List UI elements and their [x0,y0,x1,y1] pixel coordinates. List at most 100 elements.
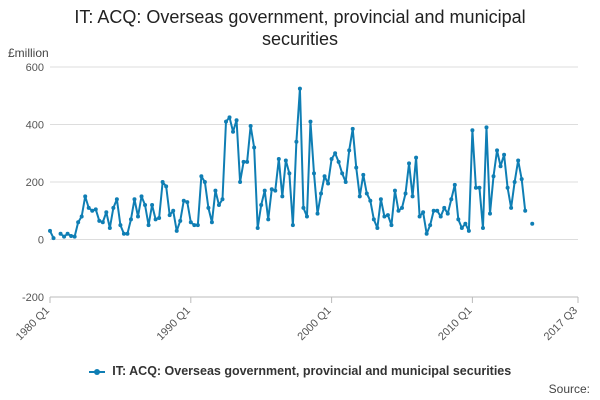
data-point [118,223,123,228]
data-point [90,208,95,213]
data-point [319,191,324,196]
y-tick-label: -200 [22,292,44,304]
data-point [111,205,116,210]
data-point [290,223,295,228]
data-point [378,197,383,202]
data-point [301,205,306,210]
data-point [216,203,221,207]
data-point [185,200,190,205]
data-point [403,191,408,196]
data-point [252,145,257,150]
data-point [512,180,517,184]
data-point [466,228,471,233]
data-point [449,197,454,202]
y-tick-label: 600 [26,62,44,74]
data-point [195,223,200,228]
y-axis-label: £million [8,46,49,60]
data-point [83,194,88,199]
data-point [213,188,218,193]
data-point [495,148,500,153]
data-point [276,157,281,161]
data-point [410,194,415,199]
data-point [48,228,52,233]
data-point [516,158,521,163]
data-point [407,161,412,166]
data-point [322,174,327,179]
data-point [227,115,232,120]
data-point [333,151,338,156]
data-point [421,210,426,215]
data-point [234,118,239,123]
data-point [336,159,341,164]
data-point [188,220,193,225]
data-point [128,217,133,222]
data-point [273,188,278,193]
data-point [202,180,207,184]
y-axis-ticks: -200 0 200 400 600 [22,62,44,304]
data-point [125,231,130,236]
data-point [364,191,369,196]
data-point [114,197,119,202]
data-point [456,217,461,222]
data-point [139,194,144,199]
data-point [58,231,63,236]
data-point [157,215,162,220]
data-point [51,236,56,241]
data-point [343,180,348,184]
data-point [315,211,320,216]
series-group [48,86,535,241]
data-point [136,214,140,219]
data-point [340,171,345,176]
x-axis: 1980 Q1 1990 Q1 2000 Q1 2010 Q1 2017 Q3 [14,296,580,343]
data-point [326,181,331,186]
data-point [241,159,246,164]
data-point [171,208,176,213]
data-point [400,205,404,210]
x-tick-label: 1980 Q1 [14,305,52,343]
data-point [283,158,288,163]
data-point [76,220,81,225]
data-point [86,205,91,210]
data-point [505,185,510,190]
y-tick-label: 200 [26,177,44,189]
data-point [280,194,285,199]
data-point [62,234,67,239]
chart-title-line-1: IT: ACQ: Overseas government, provincial… [74,7,526,27]
data-point [371,217,376,222]
data-point [174,228,179,233]
x-tick-label: 2010 Q1 [436,305,474,343]
data-point [382,214,387,219]
chart-title: IT: ACQ: Overseas government, provincial… [0,6,600,50]
data-point [178,218,183,223]
data-point [231,129,236,134]
data-point [491,174,496,179]
data-point [297,86,302,91]
data-point [220,197,225,202]
data-point [463,221,468,226]
data-point [477,185,482,190]
legend[interactable]: IT: ACQ: Overseas government, provincial… [0,364,600,378]
data-point [209,220,214,225]
data-point [431,208,436,213]
legend-label: IT: ACQ: Overseas government, provincial… [112,364,512,378]
data-point [153,217,158,222]
data-point [502,152,507,157]
data-point [146,223,151,228]
source-label: Source: [548,382,590,396]
data-point [428,223,433,228]
data-point [480,226,485,230]
data-point [389,223,394,228]
data-point [238,180,243,184]
data-point [259,203,264,207]
data-point [424,231,429,236]
data-point [470,128,475,133]
data-point [523,208,528,213]
data-point [385,213,390,218]
data-point [132,197,137,202]
x-tick-label: 2017 Q3 [542,305,580,343]
data-point [417,214,422,219]
chart-title-line-2: securities [261,29,339,49]
data-point [287,171,292,176]
data-point [199,174,204,179]
